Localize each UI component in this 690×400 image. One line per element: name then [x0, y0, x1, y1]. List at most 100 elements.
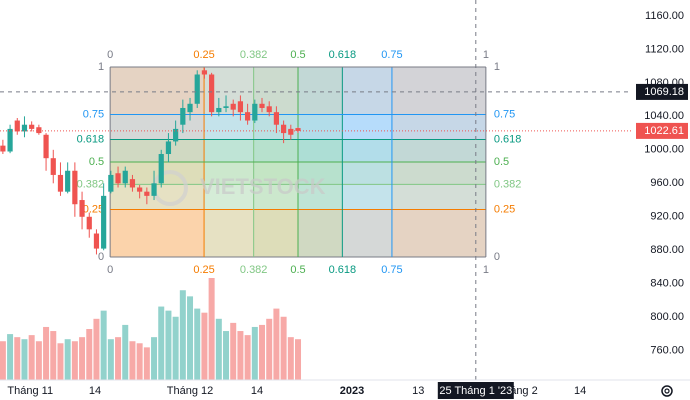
fib-right-label: 0.382	[494, 178, 522, 190]
volume-bar	[165, 310, 172, 380]
volume-bar	[21, 339, 28, 380]
candle-body	[57, 174, 64, 192]
fib-bottom-label: 0.75	[381, 264, 402, 276]
volume-bar	[251, 326, 258, 380]
volume-bar	[230, 322, 237, 380]
volume-bar	[79, 337, 86, 380]
candle-body	[165, 141, 172, 155]
y-tick-label: 920.00	[650, 211, 684, 223]
volume-bar	[158, 306, 165, 380]
volume-bar	[179, 290, 186, 380]
fib-top-label: 0	[107, 49, 113, 61]
volume-bar	[107, 339, 114, 380]
volume-bar	[64, 339, 71, 380]
candle-body	[245, 112, 251, 121]
fib-left-label: 0.382	[77, 178, 105, 190]
candle-body	[209, 74, 215, 113]
fib-left-label: 0.25	[83, 203, 104, 215]
candle-body	[194, 74, 200, 104]
volume-bar	[43, 326, 50, 380]
last-price-tag	[636, 122, 688, 139]
volume-bar	[237, 331, 244, 380]
volume-bar	[86, 329, 93, 380]
fib-right-label: 0.5	[494, 156, 509, 168]
crosshair-price-tag	[636, 83, 688, 100]
candle-body	[21, 124, 28, 132]
fib-bottom-label: 1	[483, 264, 489, 276]
candle-body	[216, 107, 222, 113]
x-tick-label: 14	[251, 385, 263, 397]
volume-bar	[215, 318, 222, 380]
fib-bottom-label: 0.5	[290, 264, 305, 276]
y-tick-label: 760.00	[650, 345, 684, 357]
x-tick-label: 13	[412, 385, 424, 397]
volume-bar	[136, 343, 143, 380]
fib-bottom-label: 0	[107, 264, 113, 276]
y-tick-label: 840.00	[650, 278, 684, 290]
candle-body	[14, 120, 20, 132]
volume-bar	[143, 347, 150, 380]
fib-right-label: 0.618	[494, 133, 522, 145]
fib-right-label: 0	[494, 251, 500, 263]
candle-body	[273, 112, 280, 125]
x-tick-label: Tháng 11	[7, 385, 53, 397]
candle-body	[288, 128, 294, 135]
fib-right-label: 0.75	[494, 108, 515, 120]
volume-bar	[0, 341, 6, 380]
crosshair-time-tag	[437, 382, 514, 399]
fib-top-label: 0.25	[193, 49, 214, 61]
x-tick-label: 14	[89, 385, 101, 397]
candle-body	[93, 233, 100, 249]
y-tick-label: 880.00	[650, 244, 684, 256]
volume-bar	[57, 343, 64, 380]
fib-top-label: 0.382	[240, 49, 268, 61]
volume-bar	[194, 308, 201, 380]
volume-bar	[7, 334, 14, 380]
candle-body	[79, 200, 85, 217]
volume-bar	[259, 324, 266, 380]
x-tick-label: 2023	[340, 385, 364, 397]
candle-body	[36, 127, 42, 134]
watermark: VIETSTOCK	[200, 174, 326, 199]
fib-top-label: 0.618	[329, 49, 357, 61]
candle-body	[43, 134, 49, 159]
candle-body	[259, 103, 265, 108]
volume-bar	[201, 312, 208, 380]
fib-bottom-label: 0.25	[193, 264, 214, 276]
candle-body	[151, 183, 157, 196]
candle-body	[180, 107, 186, 125]
fib-left-label: 0.5	[89, 156, 104, 168]
volume-bar	[223, 331, 230, 380]
y-tick-label: 800.00	[650, 311, 684, 323]
candle-body	[86, 216, 92, 230]
volume-bar	[187, 296, 194, 380]
volume-bar	[208, 278, 215, 380]
candle-body	[237, 101, 244, 113]
fib-bottom-label: 0.618	[329, 264, 357, 276]
settings-icon[interactable]	[661, 385, 673, 397]
volume-bar	[71, 341, 78, 380]
volume-bar	[273, 308, 280, 380]
candle-body	[295, 128, 301, 131]
candle-body	[129, 179, 136, 188]
fib-right-label: 0.25	[494, 203, 515, 215]
volume-bar	[129, 341, 136, 380]
y-tick-label: 960.00	[650, 177, 684, 189]
fib-right-label: 1	[494, 61, 500, 73]
fib-top-label: 1	[483, 49, 489, 61]
candle-body	[201, 70, 208, 75]
crosshair-price-label: 1069.18	[644, 86, 684, 98]
candle-body	[0, 145, 6, 152]
volume-bar	[122, 324, 129, 380]
volume-bar	[35, 341, 42, 380]
volume-bar	[244, 335, 251, 380]
candle-body	[65, 170, 71, 192]
volume-bar	[115, 337, 122, 380]
candle-body	[101, 195, 107, 249]
fib-left-label: 1	[98, 61, 104, 73]
volume-bar	[287, 337, 294, 380]
volume-bar	[93, 318, 100, 380]
volume-bar	[100, 310, 107, 380]
crosshair-time-label: 25 Tháng 1 '23	[439, 385, 512, 397]
